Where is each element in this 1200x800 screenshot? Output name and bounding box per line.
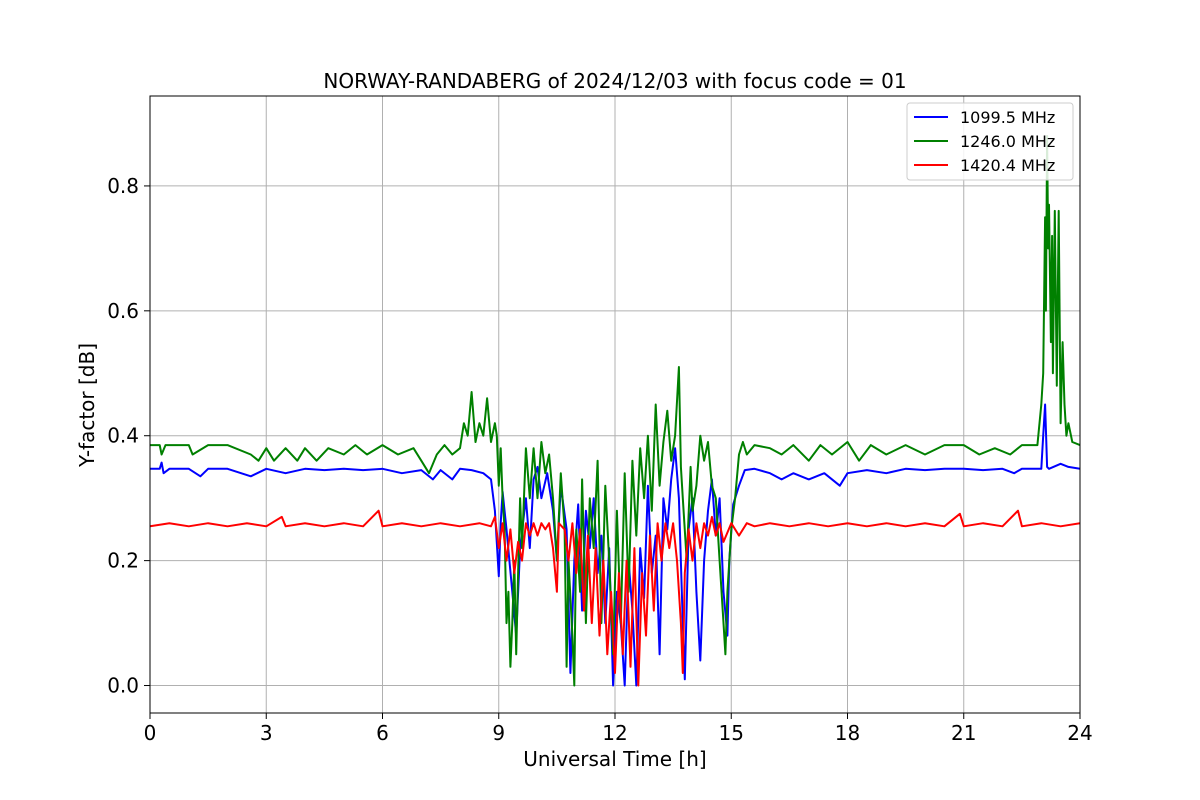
x-axis-label: Universal Time [h] [523,747,706,771]
legend-label-1: 1099.5 MHz [960,108,1055,127]
x-tick-label: 15 [719,721,744,745]
legend-label-3: 1420.4 MHz [960,156,1055,175]
y-tick-label: 0.6 [107,299,139,323]
chart-title: NORWAY-RANDABERG of 2024/12/03 with focu… [323,69,906,93]
series-line-2 [150,135,1080,687]
x-tick-label: 12 [602,721,627,745]
x-tick-label: 9 [492,721,505,745]
y-tick-label: 0.0 [107,674,139,698]
y-tick-label: 0.8 [107,174,139,198]
x-tick-label: 0 [144,721,157,745]
legend-label-2: 1246.0 MHz [960,132,1055,151]
x-tick-label: 18 [835,721,860,745]
legend-box [906,102,1074,181]
x-tick-label: 21 [951,721,976,745]
x-tick-label: 6 [376,721,389,745]
series-line-3 [150,509,1080,687]
y-axis-label: Y-factor [dB] [75,343,99,468]
legend: 1099.5 MHz 1246.0 MHz 1420.4 MHz [906,102,1074,181]
x-tick-label: 3 [260,721,273,745]
series-layer [150,135,1080,687]
x-tick-label: 24 [1067,721,1092,745]
x-axis: 0 3 6 9 12 15 18 21 24 [144,713,1093,745]
y-tick-label: 0.2 [107,549,139,573]
y-tick-label: 0.4 [107,424,139,448]
y-axis: 0.0 0.2 0.4 0.6 0.8 [107,174,150,698]
